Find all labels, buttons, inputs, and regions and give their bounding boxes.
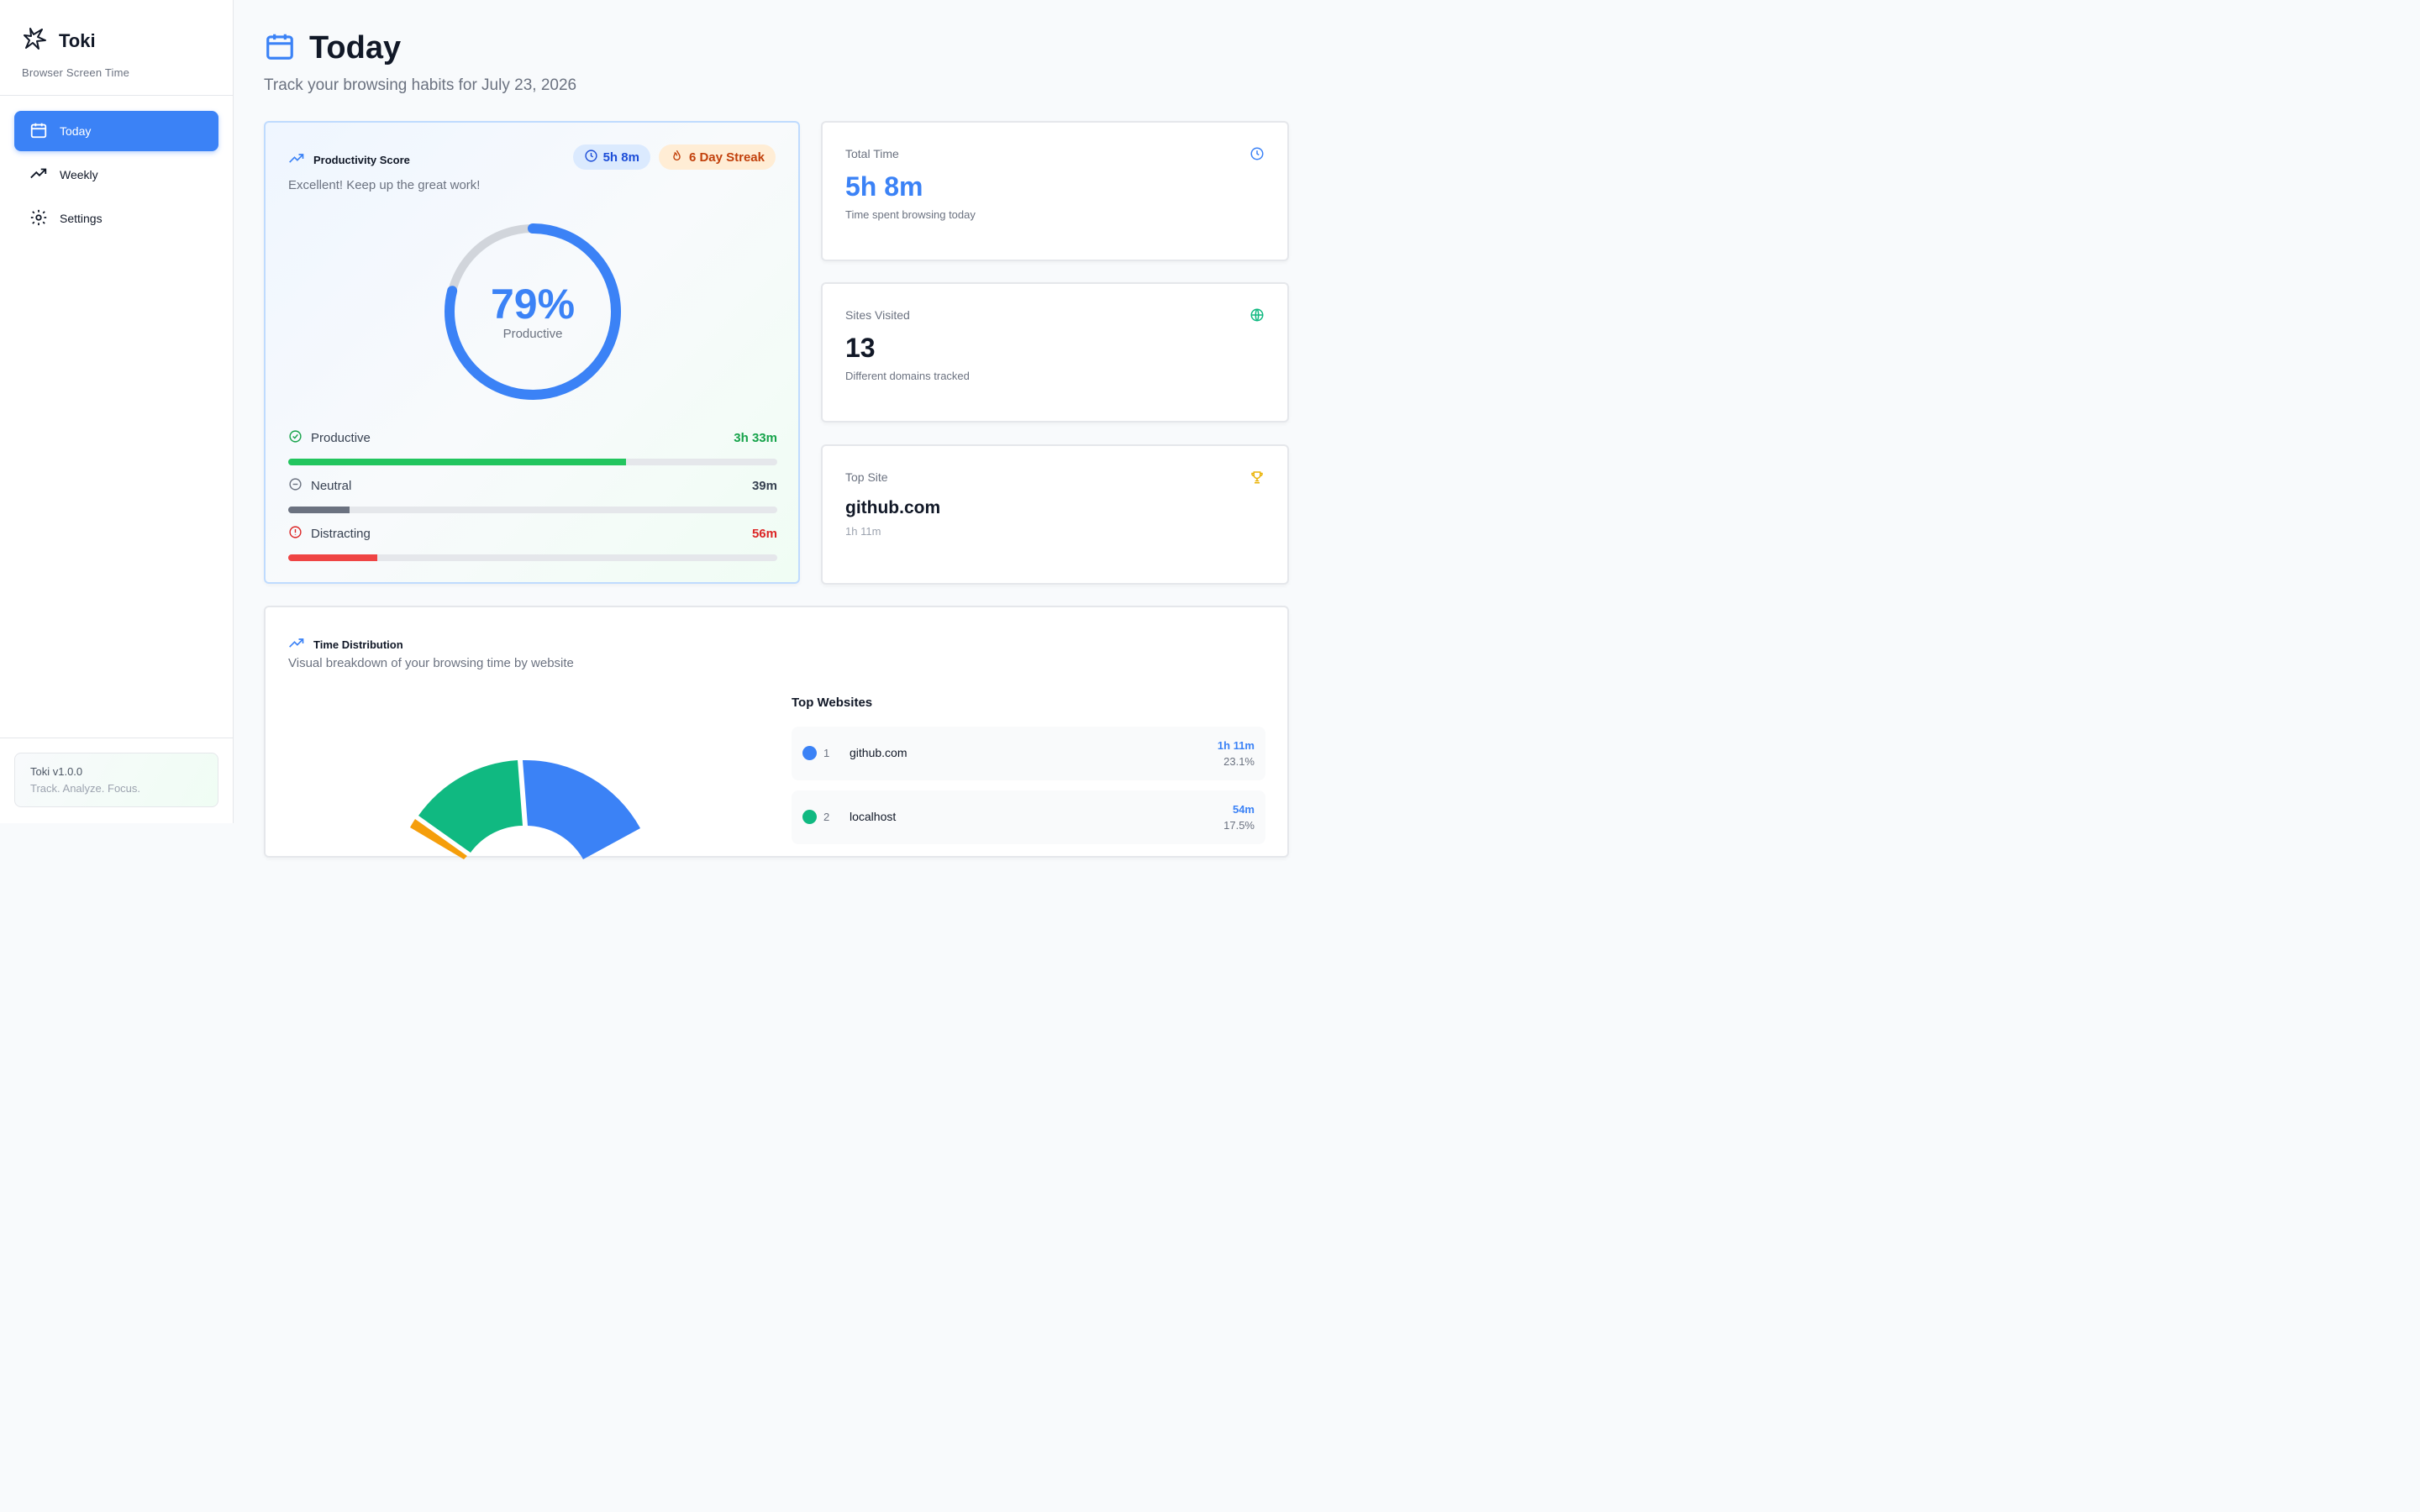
badge-label: 6 Day Streak [688,150,765,165]
version-card: Toki v1.0.0 Track. Analyze. Focus. [14,753,218,807]
trophy-icon [1249,470,1265,489]
category-productive: Productive 3h 33m [288,428,777,465]
minus-circle-icon [288,477,302,495]
sidebar-item-today[interactable]: Today [14,111,218,151]
total-time-badge: 5h 8m [572,144,650,170]
stat-note: 1h 11m [845,525,881,538]
category-bar-fill [288,459,626,465]
stat-label: Total Time [845,147,899,160]
calendar-icon [29,121,48,142]
site-color-dot [802,746,817,760]
donut-slice-localhost [418,760,523,853]
alert-circle-icon [288,525,302,543]
site-percent: 17.5% [1223,819,1255,832]
site-rank: 1 [823,747,830,759]
globe-icon [1249,307,1265,327]
category-bar-fill [288,507,350,513]
site-time: 54m [1232,803,1255,816]
main-content: Today Track your browsing habits for Jul… [264,0,1289,859]
sidebar-nav: Today Weekly Settings [0,96,233,257]
sidebar-footer: Toki v1.0.0 Track. Analyze. Focus. [0,738,233,823]
brand: Toki Browser Screen Time [0,0,233,96]
productivity-score-card: Productivity Score Excellent! Keep up th… [264,121,800,584]
top-site-card: Top Site github.com 1h 11m [821,444,1289,585]
sidebar-item-weekly[interactable]: Weekly [14,155,218,195]
card-header: Productivity Score [288,150,410,170]
sites-visited-card: Sites Visited 13 Different domains track… [821,282,1289,423]
top-websites-title: Top Websites [792,696,873,710]
stat-value: github.com [845,498,941,517]
time-distribution-card: Time Distribution Visual breakdown of yo… [264,606,1289,859]
donut-slice-github [523,759,640,859]
tagline-text: Track. Analyze. Focus. [30,782,141,795]
category-bar [288,459,777,465]
category-time: 56m [751,526,777,541]
list-item[interactable]: 2 localhost 54m 17.5% [792,790,1265,844]
sidebar-item-label: Settings [60,212,103,225]
streak-badge: 6 Day Streak [658,144,776,170]
site-name: github.com [850,746,908,759]
category-time: 39m [751,478,777,493]
category-name: Distracting [311,526,371,541]
stat-note: Different domains tracked [845,370,970,382]
flame-icon [670,149,684,166]
sidebar-item-label: Today [60,124,92,138]
calendar-icon [264,30,296,66]
ring-center: 79% Productive [443,222,623,402]
page-subtitle: Track your browsing habits for July 23, … [264,76,577,94]
category-distracting: Distracting 56m [288,524,777,561]
version-text: Toki v1.0.0 [30,765,83,778]
clock-icon [584,149,598,166]
sidebar-item-label: Weekly [60,168,98,181]
category-bar [288,507,777,513]
category-neutral: Neutral 39m [288,476,777,513]
site-percent: 23.1% [1223,755,1255,768]
list-item[interactable]: 1 github.com 1h 11m 23.1% [792,727,1265,780]
toki-logo-icon [22,25,49,56]
badge-label: 5h 8m [602,150,639,165]
brand-name: Toki [59,29,96,51]
distribution-subtitle: Visual breakdown of your browsing time b… [288,656,574,670]
sidebar: Toki Browser Screen Time Today Weekly Se… [0,0,234,823]
site-color-dot [802,810,817,824]
site-name: localhost [850,810,897,823]
trending-up-icon [29,165,48,186]
brand-subtitle: Browser Screen Time [22,66,130,79]
card-title: Time Distribution [313,638,403,651]
distribution-donut [383,748,669,883]
category-bar [288,554,777,561]
score-label: Productive [502,326,563,341]
trending-up-icon [288,150,305,170]
stat-label: Top Site [845,470,888,484]
productivity-ring [445,223,621,400]
page-title: Today [309,30,402,66]
ring-progress [445,223,621,400]
score-badges: 5h 8m 6 Day Streak [572,144,776,170]
card-header: Time Distribution [288,635,403,654]
score-message: Excellent! Keep up the great work! [288,178,481,192]
gear-icon [29,208,48,229]
category-name: Neutral [311,478,352,493]
check-circle-icon [288,429,302,447]
site-time: 1h 11m [1217,739,1255,752]
donut-slice-other [410,819,467,859]
page-header: Today [264,30,401,66]
stat-value: 13 [845,333,876,363]
category-time: 3h 33m [734,430,777,445]
trending-up-icon [288,635,305,654]
clock-icon [1249,146,1265,165]
category-name: Productive [311,430,371,445]
site-rank: 2 [823,811,830,823]
category-bar-fill [288,554,377,561]
stat-value: 5h 8m [845,171,923,202]
sidebar-item-settings[interactable]: Settings [14,198,218,239]
total-time-card: Total Time 5h 8m Time spent browsing tod… [821,121,1289,261]
score-percent: 79% [490,280,576,328]
card-title: Productivity Score [313,154,410,166]
stat-label: Sites Visited [845,308,910,322]
stat-note: Time spent browsing today [845,208,976,221]
